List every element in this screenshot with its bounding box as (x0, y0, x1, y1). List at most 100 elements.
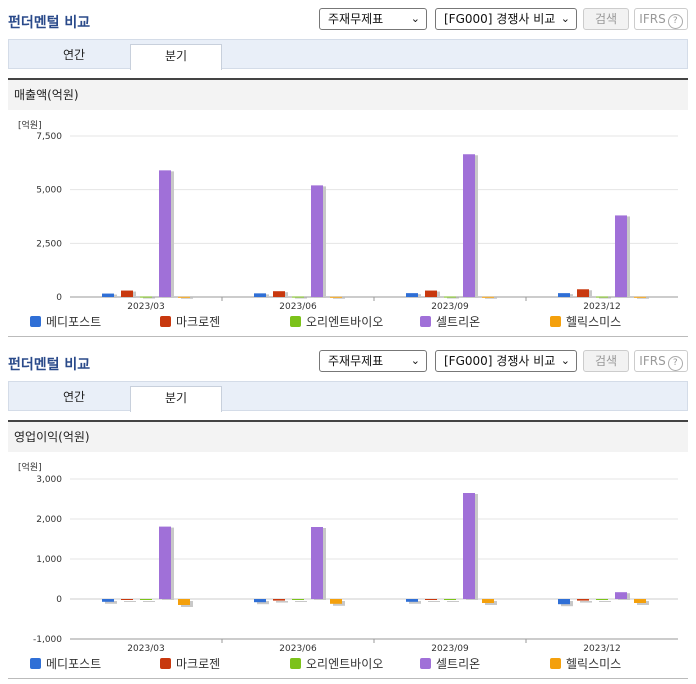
unit-label: [억원] (18, 463, 42, 473)
peer-group-select-value: [FG000] 경쟁사 비교 (444, 354, 556, 368)
bar (444, 296, 456, 298)
bar (406, 293, 418, 297)
y-tick-label: 5,000 (36, 186, 62, 196)
bar (254, 293, 266, 297)
bar (577, 289, 589, 297)
tab-annual[interactable]: 연간 (62, 48, 86, 62)
bar (254, 599, 266, 603)
legend-label: 셀트리온 (436, 315, 481, 329)
legend-item[interactable]: 셀트리온 (420, 655, 480, 672)
bar (159, 170, 171, 297)
legend-item[interactable]: 오리엔트바이오 (290, 655, 383, 672)
tab-quarterly[interactable]: 분기 (130, 44, 222, 70)
bar (634, 599, 646, 603)
ifrs-label: IFRS (639, 12, 666, 26)
bar (140, 296, 152, 298)
operating-income-chart: -1,000 0 1,000 2,000 3,000 2023/03 2023/06 2023… (33, 475, 678, 654)
legend-label: 마크로젠 (176, 657, 221, 671)
bar (292, 599, 304, 600)
legend-label: 마크로젠 (176, 315, 221, 329)
fundamental-panel-operating-income: 펀더멘털 비교 주재무제표 ⌄ [FG000] 경쟁사 비교 ⌄ 검색 IFRS? … (0, 342, 696, 684)
bar (558, 293, 570, 297)
x-tick-label: 2023/06 (279, 302, 317, 312)
legend-item[interactable]: 메디포스트 (30, 313, 101, 330)
legend-item[interactable]: 마크로젠 (160, 313, 220, 330)
bar (102, 599, 114, 602)
legend-swatch (290, 658, 301, 669)
bar-shadow (599, 601, 611, 602)
tab-quarterly[interactable]: 분기 (130, 386, 222, 412)
bar (406, 599, 418, 602)
x-tick-label: 2023/03 (127, 644, 164, 654)
legend-item[interactable]: 메디포스트 (30, 655, 101, 672)
x-tick-label: 2023/03 (127, 302, 164, 312)
ifrs-help-button[interactable]: IFRS? (634, 8, 688, 30)
y-tick-label: 3,000 (36, 475, 62, 485)
legend-swatch (420, 658, 431, 669)
legend-item[interactable]: 헬릭스미스 (550, 655, 621, 672)
y-tick-label: 0 (56, 293, 62, 303)
legend-swatch (160, 316, 171, 327)
bar (121, 599, 133, 600)
peer-group-select[interactable]: [FG000] 경쟁사 비교 ⌄ (435, 8, 577, 30)
statement-select[interactable]: 주재무제표 ⌄ (319, 350, 427, 372)
bar (273, 291, 285, 297)
legend-swatch (550, 316, 561, 327)
bar-shadow (409, 601, 421, 604)
period-tabs: 연간 분기 (8, 39, 688, 70)
legend-label: 메디포스트 (46, 657, 102, 671)
x-tick-label: 2023/12 (583, 302, 620, 312)
bar (330, 599, 342, 604)
legend: 메디포스트 마크로젠 오리엔트바이오 셀트리온 헬릭스미스 (30, 655, 670, 671)
search-button[interactable]: 검색 (583, 350, 629, 372)
statement-select-value: 주재무제표 (328, 354, 384, 368)
bar-shadow (276, 601, 288, 603)
legend-label: 헬릭스미스 (566, 315, 622, 329)
x-tick-label: 2023/06 (279, 644, 317, 654)
bar (140, 599, 152, 600)
bar-shadow (580, 601, 592, 603)
panel-title: 펀더멘털 비교 (8, 15, 91, 31)
unit-label: [억원] (18, 121, 42, 131)
bar (634, 296, 646, 298)
bar (311, 527, 323, 599)
bar-shadow (181, 297, 193, 299)
legend-label: 오리엔트바이오 (306, 315, 384, 329)
bar (482, 296, 494, 298)
help-icon: ? (667, 356, 683, 371)
legend-swatch (290, 316, 301, 327)
bar-shadow (143, 601, 155, 602)
tab-annual[interactable]: 연간 (62, 390, 86, 404)
legend-swatch (30, 658, 41, 669)
x-tick-label: 2023/09 (431, 644, 469, 654)
y-tick-label: 0 (56, 595, 62, 605)
legend-item[interactable]: 셀트리온 (420, 313, 480, 330)
bar (444, 599, 456, 600)
bar-shadow (295, 297, 307, 299)
bar-shadow (428, 601, 440, 602)
ifrs-help-button[interactable]: IFRS? (634, 350, 688, 372)
chart-header: 영업이익(억원) (8, 420, 688, 452)
fundamental-panel-revenue: 펀더멘털 비교 주재무제표 ⌄ [FG000] 경쟁사 비교 ⌄ 검색 IFRS? … (8, 8, 688, 337)
bar-shadow (333, 297, 345, 299)
peer-group-select[interactable]: [FG000] 경쟁사 비교 ⌄ (435, 350, 577, 372)
x-tick-label: 2023/12 (583, 644, 620, 654)
chevron-down-icon: ⌄ (560, 354, 570, 367)
bar (482, 599, 494, 603)
legend-item[interactable]: 마크로젠 (160, 655, 220, 672)
bar-shadow (143, 297, 155, 299)
bar (615, 215, 627, 297)
bar (596, 599, 608, 600)
y-tick-label: -1,000 (33, 635, 62, 645)
legend-item[interactable]: 헬릭스미스 (550, 313, 621, 330)
bar-shadow (105, 601, 117, 604)
bar (425, 599, 437, 600)
bar-shadow (637, 297, 649, 299)
search-button[interactable]: 검색 (583, 8, 629, 30)
bar (178, 599, 190, 605)
legend-item[interactable]: 오리엔트바이오 (290, 313, 383, 330)
legend: 메디포스트 마크로젠 오리엔트바이오 셀트리온 헬릭스미스 (30, 313, 670, 329)
statement-select[interactable]: 주재무제표 ⌄ (319, 8, 427, 30)
bar (330, 296, 342, 298)
revenue-chart: 0 2,500 5,000 7,500 2023/03 2023/06 2023/09 202… (36, 132, 678, 312)
